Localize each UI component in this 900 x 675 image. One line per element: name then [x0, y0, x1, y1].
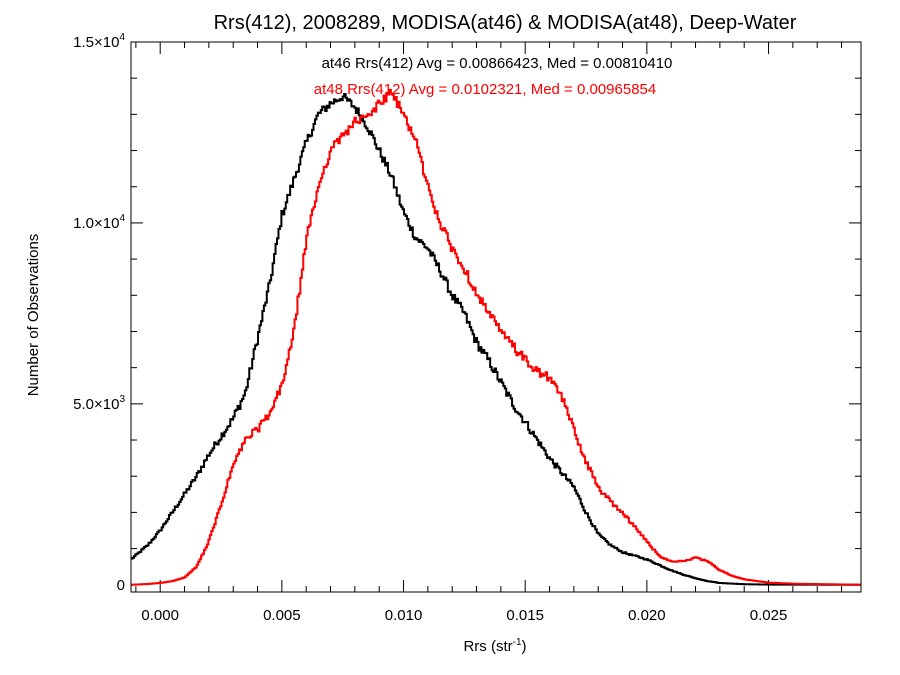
x-tick-label: 0.010 [385, 607, 423, 624]
x-tick-label: 0.000 [141, 607, 179, 624]
x-axis-label: Rrs (str-1) [463, 637, 526, 655]
y-tick-mantissa: 1.0×10 [73, 215, 119, 232]
annotation-at48: at48 Rrs(412) Avg = 0.0102321, Med = 0.0… [314, 81, 656, 98]
y-tick-label: 1.5×104 [73, 32, 125, 51]
y-tick-mantissa: 1.5×10 [73, 34, 119, 51]
y-tick-mantissa: 5.0×10 [73, 396, 119, 413]
y-axis-label: Number of Observations [25, 234, 42, 397]
x-tick-label: 0.020 [628, 607, 666, 624]
series-layer [131, 88, 861, 586]
x-axis-label-superscript: -1 [513, 637, 522, 648]
series-line-at48 [131, 88, 861, 586]
axis-ticks: 0.000 0.005 0.010 0.015 0.020 0.025 0 5.0×103 1.… [73, 32, 861, 624]
x-tick-label: 0.005 [263, 607, 301, 624]
series-line-at46 [131, 92, 861, 586]
y-tick-label: 1.0×104 [73, 213, 125, 232]
y-tick-label: 5.0×103 [73, 394, 125, 413]
y-tick-exponent: 4 [119, 32, 125, 43]
y-tick-label: 0 [117, 577, 125, 594]
plot-frame [130, 41, 862, 593]
chart-title: Rrs(412), 2008289, MODISA(at46) & MODISA… [214, 12, 797, 34]
y-tick-exponent: 3 [119, 394, 125, 405]
x-tick-label: 0.015 [506, 607, 544, 624]
x-axis-label-text: Rrs (str [463, 638, 512, 655]
y-tick-mantissa: 0 [117, 577, 125, 594]
annotation-at46: at46 Rrs(412) Avg = 0.00866423, Med = 0.… [322, 55, 673, 72]
y-tick-exponent: 4 [119, 213, 125, 224]
x-tick-label: 0.025 [750, 607, 788, 624]
x-axis-label-tail: ) [522, 638, 527, 655]
